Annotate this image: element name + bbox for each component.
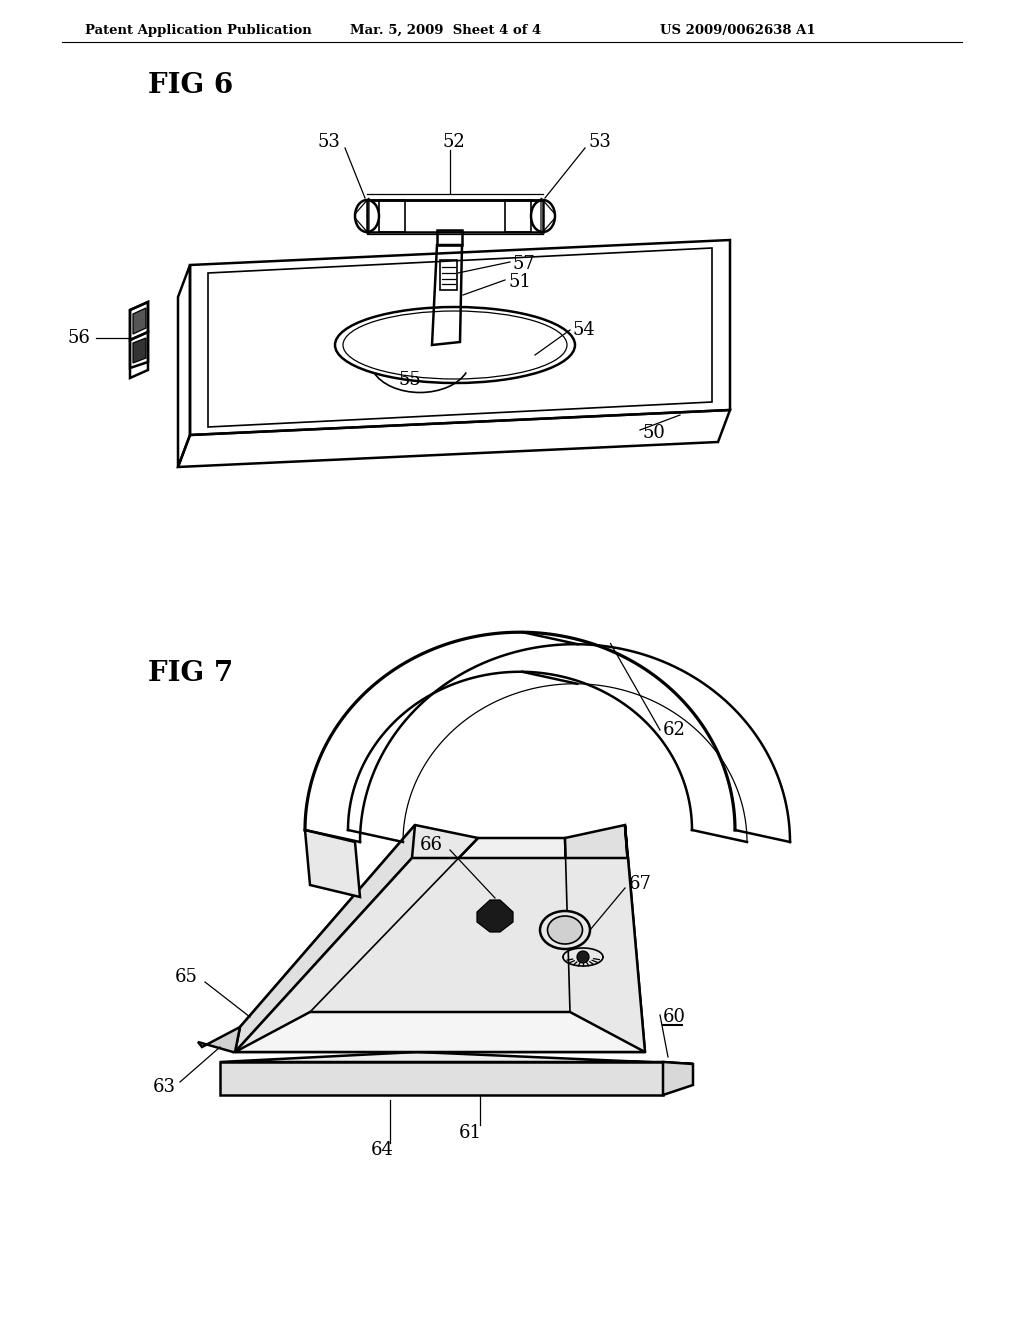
Text: 60: 60 [663, 1008, 686, 1026]
Text: 61: 61 [459, 1125, 481, 1142]
Polygon shape [240, 825, 478, 1027]
Polygon shape [305, 830, 360, 898]
Ellipse shape [548, 916, 583, 944]
Polygon shape [565, 825, 640, 1027]
Text: 50: 50 [643, 424, 666, 442]
Text: 63: 63 [153, 1078, 176, 1096]
Text: 62: 62 [663, 721, 686, 739]
Polygon shape [663, 1063, 693, 1096]
Polygon shape [234, 825, 415, 1052]
Polygon shape [625, 825, 645, 1052]
Text: 54: 54 [573, 321, 596, 339]
Text: 64: 64 [371, 1140, 393, 1159]
Ellipse shape [577, 950, 589, 964]
Text: Patent Application Publication: Patent Application Publication [85, 24, 311, 37]
Polygon shape [220, 1052, 693, 1064]
Text: FIG 7: FIG 7 [148, 660, 233, 686]
Text: 56: 56 [68, 329, 90, 347]
Polygon shape [310, 838, 570, 1012]
Text: 52: 52 [443, 133, 466, 150]
Polygon shape [305, 632, 735, 830]
Text: 51: 51 [508, 273, 530, 290]
Polygon shape [477, 900, 513, 932]
Text: 55: 55 [398, 371, 421, 389]
Text: 65: 65 [175, 968, 198, 986]
Polygon shape [133, 308, 146, 334]
Polygon shape [198, 1027, 240, 1052]
Polygon shape [133, 338, 146, 363]
Text: 57: 57 [513, 255, 536, 273]
Text: US 2009/0062638 A1: US 2009/0062638 A1 [660, 24, 816, 37]
Text: 53: 53 [317, 133, 340, 150]
Polygon shape [234, 1012, 645, 1052]
Text: 66: 66 [420, 836, 443, 854]
Text: 67: 67 [629, 875, 652, 894]
Text: Mar. 5, 2009  Sheet 4 of 4: Mar. 5, 2009 Sheet 4 of 4 [350, 24, 542, 37]
Ellipse shape [540, 911, 590, 949]
Polygon shape [234, 858, 645, 1052]
Text: FIG 6: FIG 6 [148, 73, 233, 99]
Polygon shape [220, 1063, 663, 1096]
Text: 53: 53 [588, 133, 611, 150]
